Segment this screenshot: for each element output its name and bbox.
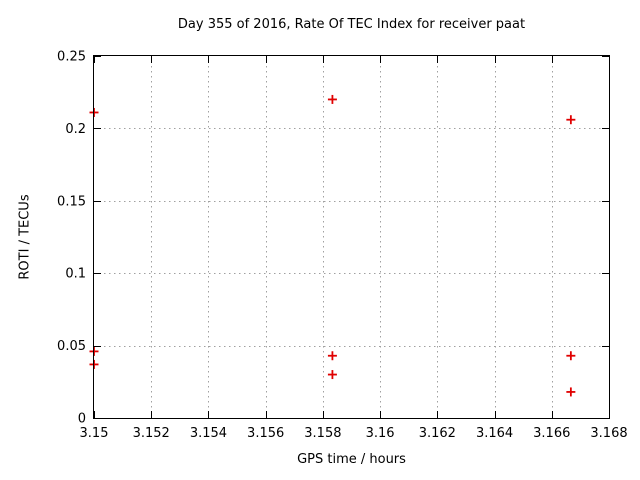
- x-tick-label: 3.166: [533, 426, 570, 441]
- x-tick-label: 3.168: [590, 426, 627, 441]
- data-points: [89, 94, 576, 397]
- chart-title: Day 355 of 2016, Rate Of TEC Index for r…: [177, 17, 526, 32]
- y-tick-label: 0.05: [57, 339, 86, 354]
- plot-border: [93, 55, 610, 419]
- grid-lines: [94, 56, 609, 418]
- x-tick-label: 3.16: [366, 426, 395, 441]
- x-tick-label: 3.164: [476, 426, 513, 441]
- data-point-marker: [566, 115, 576, 125]
- axes: [93, 55, 610, 419]
- y-tick-label: 0.25: [57, 50, 86, 65]
- data-point-marker: [327, 94, 337, 104]
- x-tick-label: 3.162: [419, 426, 456, 441]
- data-point-marker: [566, 387, 576, 397]
- data-point-marker: [566, 351, 576, 361]
- x-tick-label: 3.158: [304, 426, 341, 441]
- x-tick-label: 3.156: [247, 426, 284, 441]
- data-point-marker: [327, 370, 337, 380]
- x-tick-label: 3.154: [190, 426, 227, 441]
- y-tick-label: 0.1: [65, 267, 86, 282]
- y-tick-label: 0.15: [57, 194, 86, 209]
- x-axis-label: GPS time / hours: [297, 452, 406, 467]
- tick-labels: 3.15 3.152 3.154 3.156 3.158 3.16 3.162 3.164 3.…: [57, 50, 628, 442]
- y-tick-label: 0.2: [65, 122, 86, 137]
- x-tick-label: 3.152: [133, 426, 170, 441]
- data-point-marker: [327, 351, 337, 361]
- y-tick-label: 0: [78, 412, 86, 427]
- x-tick-label: 3.15: [80, 426, 109, 441]
